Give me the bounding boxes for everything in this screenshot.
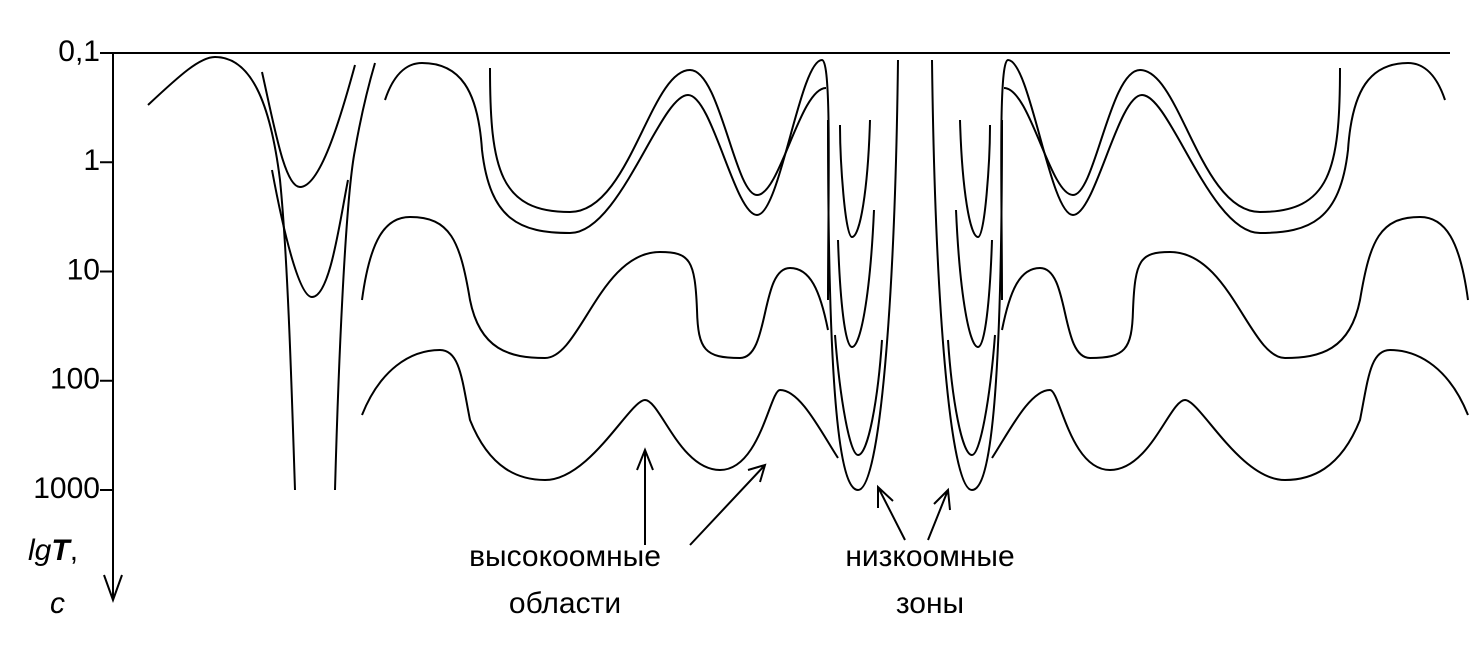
tick-label: 1: [83, 144, 100, 177]
arrows: [636, 447, 951, 546]
curves-left: [361, 58, 899, 492]
tick-label: 100: [50, 363, 100, 396]
annotation: области: [509, 587, 621, 620]
annotation: низкоомные: [845, 540, 1014, 573]
annotation: высокоомные: [469, 540, 661, 573]
axis-label: lgT,: [28, 534, 78, 567]
axis-unit: c: [50, 587, 65, 620]
tick-label: 10: [67, 253, 100, 286]
left-feature: [147, 55, 376, 491]
curves-right: [931, 59, 1469, 491]
axes: 0,1 1 10 100 1000 lgT, c: [28, 35, 1450, 620]
annotation: зоны: [896, 587, 964, 620]
axis-arrow: [103, 574, 123, 603]
tick-label: 0,1: [58, 35, 100, 68]
tick-label: 1000: [33, 472, 100, 505]
